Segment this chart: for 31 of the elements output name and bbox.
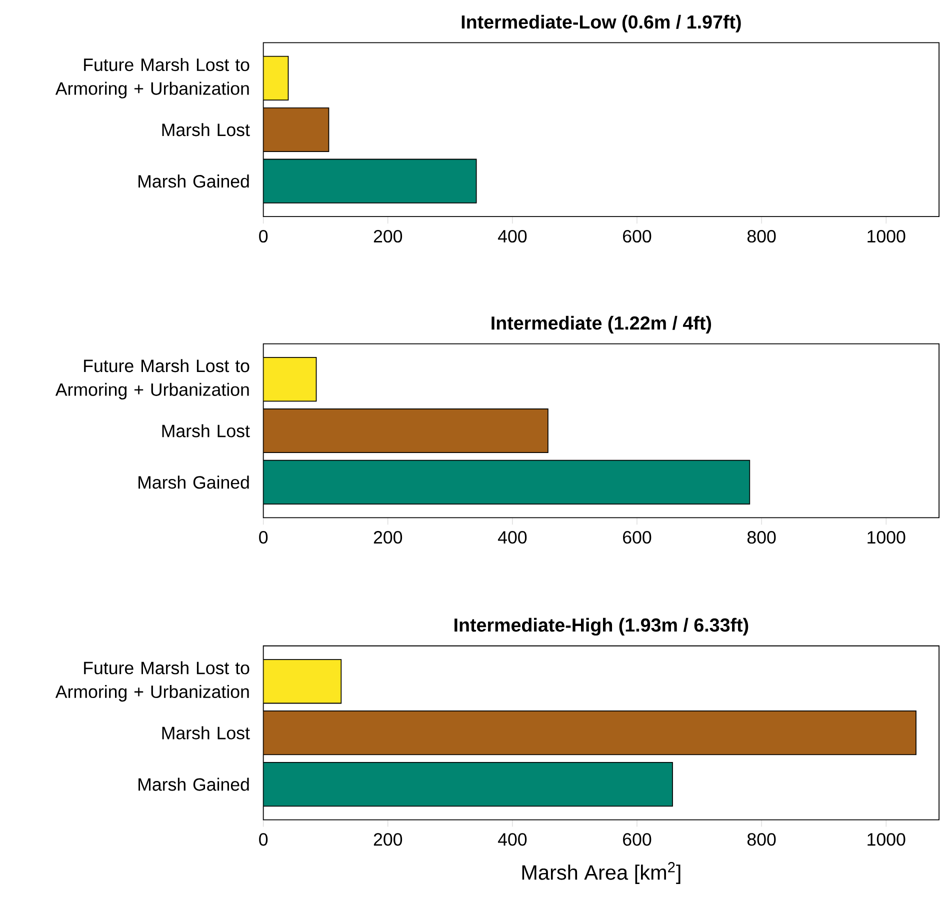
x-tick-label: 600 — [623, 833, 652, 846]
x-tick-label: 800 — [747, 833, 776, 846]
y-tick-label: Future Marsh Lost to Armoring + Urbanization — [55, 661, 250, 702]
y-tick-label: Marsh Gained — [138, 778, 249, 791]
x-tick-label: 200 — [374, 230, 402, 242]
x-axis-title: Marsh Area [km$^{2}$] — [522, 862, 680, 884]
y-tick-label: Marsh Gained — [138, 174, 249, 188]
y-tick-label: Marsh Gained — [138, 476, 249, 489]
x-tick-label: 1000 — [868, 833, 906, 846]
x-tick-label: 800 — [747, 230, 776, 242]
x-tick-label: 1000 — [868, 230, 906, 242]
x-tick-label: 200 — [374, 833, 402, 846]
x-tick-label: 800 — [747, 530, 776, 544]
y-tick-label: Future Marsh Lost to Armoring + Urbanization — [55, 359, 250, 400]
chart-title: Intermediate (1.22m / 4ft) — [492, 316, 712, 334]
x-tick-label: 0 — [259, 530, 268, 544]
x-tick-label: 1000 — [868, 530, 906, 544]
x-tick-label: 400 — [498, 530, 527, 544]
chart-title: Intermediate-Low (0.6m / 1.97ft) — [462, 14, 741, 32]
x-tick-label: 600 — [623, 230, 652, 242]
x-tick-label: 0 — [259, 230, 268, 242]
chart-title: Intermediate-High (1.93m / 6.33ft) — [454, 618, 748, 636]
x-tick-label: 600 — [623, 530, 652, 544]
y-tick-label: Marsh Lost — [162, 424, 250, 438]
x-tick-label: 200 — [374, 530, 402, 544]
y-tick-label: Marsh Lost — [162, 123, 250, 136]
x-tick-label: 400 — [498, 833, 527, 846]
y-tick-label: Marsh Lost — [162, 726, 250, 740]
x-tick-label: 0 — [259, 833, 268, 846]
x-tick-label: 400 — [498, 230, 527, 242]
y-tick-label: Future Marsh Lost to Armoring + Urbanization — [55, 58, 250, 98]
